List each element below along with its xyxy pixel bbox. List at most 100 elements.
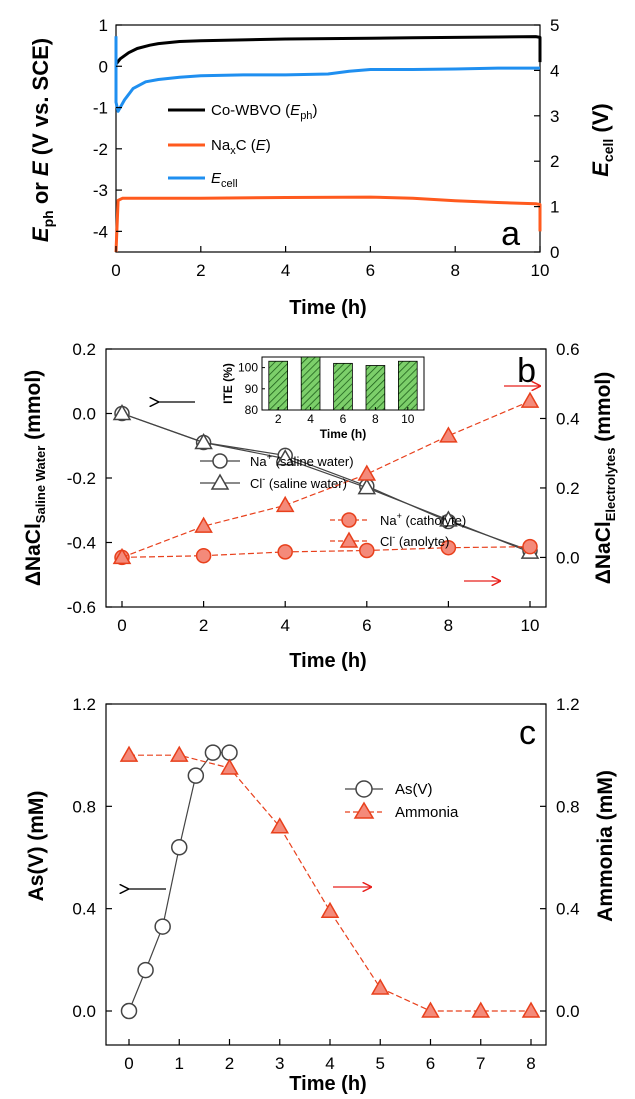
y-tick-label-right-a: 0 — [550, 243, 559, 262]
x-tick-label-c: 8 — [526, 1054, 535, 1073]
panel-b-inset: 2 4 6 8 10 80 90 100 Time (h) ITE (%) — [221, 356, 425, 441]
y-tick-label-right-c: 0.0 — [556, 1002, 580, 1021]
inset-bar — [300, 356, 321, 411]
series-line-a-1 — [114, 195, 542, 253]
x-tick-label-b: 6 — [362, 616, 371, 635]
data-point-c-0 — [120, 1002, 138, 1020]
data-point-b-1 — [439, 510, 458, 527]
panel-b-xlabel: Time (h) — [289, 650, 366, 672]
legend-label-ammonia: Ammonia — [395, 804, 459, 821]
legend-marker-cl-anolyte — [339, 531, 359, 548]
legend-label-na-catholyte: Na+ (catholyte) — [380, 511, 466, 528]
legend-label-ecell: Ecell — [211, 170, 238, 190]
inset-bar — [268, 360, 288, 411]
data-point-b-3 — [357, 464, 377, 481]
panel-a-ylabel-left: Eph or E (V vs. SCE) — [28, 38, 56, 242]
panel-b-letter: b — [517, 352, 536, 390]
y-tick-label-left-c: 0.8 — [72, 797, 96, 816]
inset-x-tick-label: 10 — [401, 412, 415, 426]
data-point-c-1 — [320, 901, 340, 918]
legend-label-cl-saline: Cl- (saline water) — [250, 474, 347, 491]
data-point-b-3 — [112, 547, 132, 565]
panel-c-ylabel-left: As(V) (mM) — [25, 791, 48, 902]
data-point-b-1 — [275, 449, 295, 466]
data-point-c-0 — [154, 918, 171, 935]
data-point-c-0 — [187, 767, 205, 784]
x-tick-label-b: 0 — [117, 616, 126, 635]
data-point-c-1 — [471, 1001, 491, 1018]
panel-b-ylabel-right: ΔNaClElectrolytes (mmol) — [592, 372, 618, 584]
y-tick-label-left-a: -2 — [93, 140, 108, 159]
inset-y-tick-label: 80 — [245, 403, 259, 417]
data-point-c-1 — [370, 978, 390, 995]
legend-marker-cl-saline — [210, 473, 230, 490]
y-tick-label-right-a: 5 — [550, 16, 559, 35]
legend-marker-ammonia — [353, 801, 375, 819]
x-tick-label-c: 0 — [124, 1054, 133, 1073]
data-point-b-3 — [194, 516, 213, 533]
legend-marker-na-saline — [212, 453, 228, 469]
data-point-b-2 — [359, 542, 375, 559]
legend-label-asv: As(V) — [395, 781, 433, 798]
panel-b-legend-left: Na+ (saline water) Cl- (saline water) — [200, 452, 354, 491]
y-tick-label-right-a: 3 — [550, 107, 559, 126]
y-tick-label-right-c: 1.2 — [556, 695, 580, 714]
data-point-b-2 — [440, 539, 457, 556]
y-tick-label-left-c: 0.4 — [72, 900, 96, 919]
panel-a-ylabel-right: Ecell (V) — [588, 103, 616, 177]
data-point-b-2 — [195, 547, 212, 564]
data-point-b-1 — [194, 433, 213, 450]
x-tick-label-a: 2 — [196, 261, 205, 280]
y-tick-label-left-a: -4 — [93, 222, 108, 241]
x-tick-label-b: 2 — [199, 616, 208, 635]
panel-c-ylabel-right: Ammonia (mM) — [594, 770, 617, 922]
y-tick-label-right-a: 2 — [550, 152, 559, 171]
inset-xlabel: Time (h) — [320, 427, 366, 441]
inset-bar — [365, 365, 386, 411]
legend-label-na-saline: Na+ (saline water) — [250, 452, 354, 469]
y-tick-label-left-b: -0.4 — [67, 534, 96, 553]
x-tick-label-c: 1 — [175, 1054, 184, 1073]
series-line-b-1 — [121, 412, 531, 553]
series-line-b-2 — [121, 546, 531, 558]
data-point-c-1 — [270, 817, 290, 834]
x-tick-label-c: 7 — [476, 1054, 485, 1073]
series-line-c-1 — [129, 754, 531, 1012]
legend-marker-na-catholyte — [341, 512, 357, 528]
series-line-b-3 — [121, 400, 531, 558]
panel-c-legend: As(V) Ammonia — [345, 780, 459, 821]
inset-x-tick-label: 2 — [275, 412, 282, 426]
x-tick-label-c: 3 — [275, 1054, 284, 1073]
x-tick-label-c: 4 — [325, 1054, 334, 1073]
panel-b: 0 2 4 6 8 10 0.2 0.0 -0.2 -0.4 -0.6 0.6 0.4 0.2 0.0 ΔN… — [22, 340, 618, 672]
x-tick-label-a: 8 — [450, 261, 459, 280]
x-tick-label-b: 4 — [280, 616, 289, 635]
y-tick-label-left-a: 0 — [99, 57, 108, 76]
y-tick-label-right-c: 0.8 — [556, 797, 580, 816]
data-point-c-1 — [169, 745, 189, 762]
data-point-b-1 — [112, 403, 132, 421]
series-line-a-0 — [114, 35, 542, 66]
y-tick-label-left-a: 1 — [99, 16, 108, 35]
x-tick-label-c: 6 — [426, 1054, 435, 1073]
x-tick-label-a: 10 — [531, 261, 550, 280]
data-point-c-0 — [171, 839, 188, 856]
panel-a-letter: a — [501, 215, 520, 253]
legend-marker-asv — [355, 780, 373, 798]
x-tick-label-a: 0 — [111, 261, 120, 280]
panel-c-frame — [105, 703, 547, 1046]
inset-bar — [398, 360, 418, 411]
y-tick-label-right-a: 4 — [550, 61, 559, 80]
panel-c-letter: c — [519, 714, 536, 752]
legend-label-cl-anolyte: Cl- (anolyte) — [380, 532, 449, 549]
y-tick-label-left-a: -3 — [93, 181, 108, 200]
x-tick-label-b: 8 — [444, 616, 453, 635]
inset-ylabel: ITE (%) — [221, 363, 235, 404]
panel-c: 0 1 2 3 4 5 6 7 8 1.2 0.8 0.4 0.0 1.2 0.8 0.4 0.0 As(V) … — [25, 695, 617, 1095]
x-tick-label-b: 10 — [521, 616, 540, 635]
data-point-b-3 — [275, 495, 295, 513]
inset-x-tick-label: 6 — [340, 412, 347, 426]
panel-b-ylabel-left: ΔNaClSaline Water (mmol) — [22, 370, 48, 586]
